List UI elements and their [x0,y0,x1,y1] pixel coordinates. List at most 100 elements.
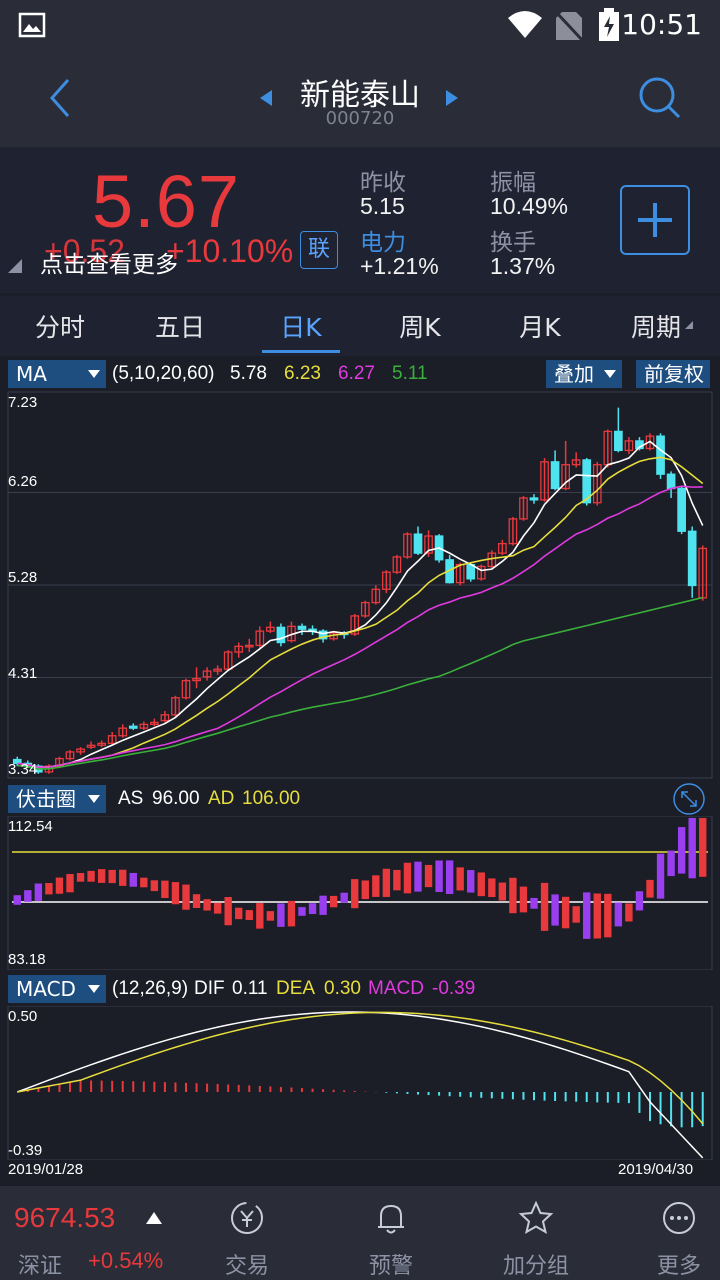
status-bar: 10:51 [0,0,720,52]
candle-body [687,530,697,587]
prev-stock-icon[interactable] [258,88,274,108]
search-icon[interactable] [636,74,682,120]
candle-body [614,430,623,452]
ambush-bar [372,875,380,897]
dif-value: 0.11 [232,978,268,999]
candle-body [403,533,412,558]
candle-body [592,464,602,504]
candle-body [266,626,275,632]
macd-selector[interactable]: MACD [8,975,106,1003]
add-watchlist-button[interactable] [620,185,690,255]
ambush-bar [361,880,369,900]
tab-weekly-k[interactable]: 周K [399,313,441,342]
candlestick-chart[interactable] [0,390,720,780]
back-icon[interactable] [44,76,76,120]
nav-add-group[interactable]: 加分组 [488,1186,584,1280]
related-button[interactable]: 联 [300,231,338,269]
clock: 10:51 [621,8,702,41]
next-stock-icon[interactable] [444,88,460,108]
ambush-indicator-bar: 伏击圈 AS 96.00 AD 106.00 [0,782,720,816]
candle-body [276,626,286,644]
ambush-bar [593,893,601,939]
candle-body [360,601,370,617]
quote-panel[interactable]: 5.67 +0.52 +10.10% 点击查看更多 联 昨收 5.15 振幅 1… [0,147,720,293]
ambush-bar [308,903,317,915]
candle-body [223,651,233,670]
ambush-bar [97,869,106,883]
ambush-bar [119,869,127,886]
candle-body [181,679,191,699]
ambush-bar [224,897,232,926]
ambush-bar [55,877,64,894]
candle-body [234,645,244,653]
ambush-chart[interactable] [0,816,720,970]
sub-axis-top: 112.54 [8,818,53,835]
candle-body [371,588,381,604]
ambush-bar [604,893,612,938]
ambush-bar [467,870,475,893]
battery-charging-icon [599,8,619,41]
fullscreen-icon[interactable] [672,782,706,816]
y-axis-label: 7.23 [8,394,38,411]
ambush-bar [182,884,190,910]
sector-label[interactable]: 电力 [360,230,406,256]
candle-body [55,757,64,767]
nav-more-label: 更多 [656,1254,701,1279]
more-icon [663,1202,695,1234]
y-axis-label: 3.34 [8,761,38,778]
tab-monthly-k[interactable]: 月K [519,313,561,342]
ambush-bar [456,867,464,891]
ma5-value: 5.78 [230,363,267,384]
no-sim-icon [554,10,584,42]
tab-daily-k[interactable]: 日K [280,313,322,342]
stat-value: +1.21% [360,253,439,279]
current-price: 5.67 [92,160,241,243]
dropdown-icon [604,370,616,378]
corner-triangle-icon [685,321,693,329]
overlay-button[interactable]: 叠加 [546,360,622,388]
ambush-bar [298,907,306,916]
date-end: 2019/04/30 [618,1161,694,1178]
nav-alert[interactable]: 预警 [350,1186,432,1280]
tab-intraday[interactable]: 分时 [34,313,85,342]
stock-name: 新能泰山 [300,78,420,113]
image-icon [18,12,46,38]
y-axis-label: 6.26 [8,473,38,490]
ambush-bar [13,895,21,905]
tab-five-day[interactable]: 五日 [154,313,205,342]
candle-body [255,630,265,647]
candle-body [76,748,85,753]
tab-period[interactable]: 周期 [630,313,681,342]
candle-body [666,473,676,490]
stat-label: 换手 [490,230,536,256]
plus-icon [638,203,672,237]
ma-params: (5,10,20,60) [112,363,215,384]
view-more-hint[interactable]: 点击查看更多 [40,252,178,278]
ambush-bar [319,895,327,915]
ma-selector[interactable]: MA [8,360,106,388]
ambush-bar [498,882,507,901]
ambush-bar [561,896,570,929]
candle-body [128,725,138,729]
ambush-bar [656,853,665,899]
adjust-button[interactable]: 前复权 [636,360,710,388]
ambush-bar [171,882,180,905]
ad-value: 106.00 [242,788,301,809]
ambush-bar [445,860,454,894]
dea-value: 0.30 [324,978,361,999]
as-label: AS [118,788,144,809]
index-value[interactable]: 9674.53 [14,1202,116,1233]
nav-trade[interactable]: 交易 [206,1186,288,1280]
candle-body [382,571,391,590]
ambush-bar [540,882,549,931]
dea-line [17,1011,704,1125]
ambush-bar [66,874,74,893]
nav-more[interactable]: 更多 [638,1186,720,1280]
candle-body [350,615,360,635]
candle-body [318,630,328,640]
macd-chart[interactable] [0,1006,720,1160]
ambush-bar [129,872,137,887]
ambush-selector[interactable]: 伏击圈 [8,785,106,813]
price-change: +0.52 [44,233,125,269]
y-axis-label: 5.28 [8,569,38,586]
